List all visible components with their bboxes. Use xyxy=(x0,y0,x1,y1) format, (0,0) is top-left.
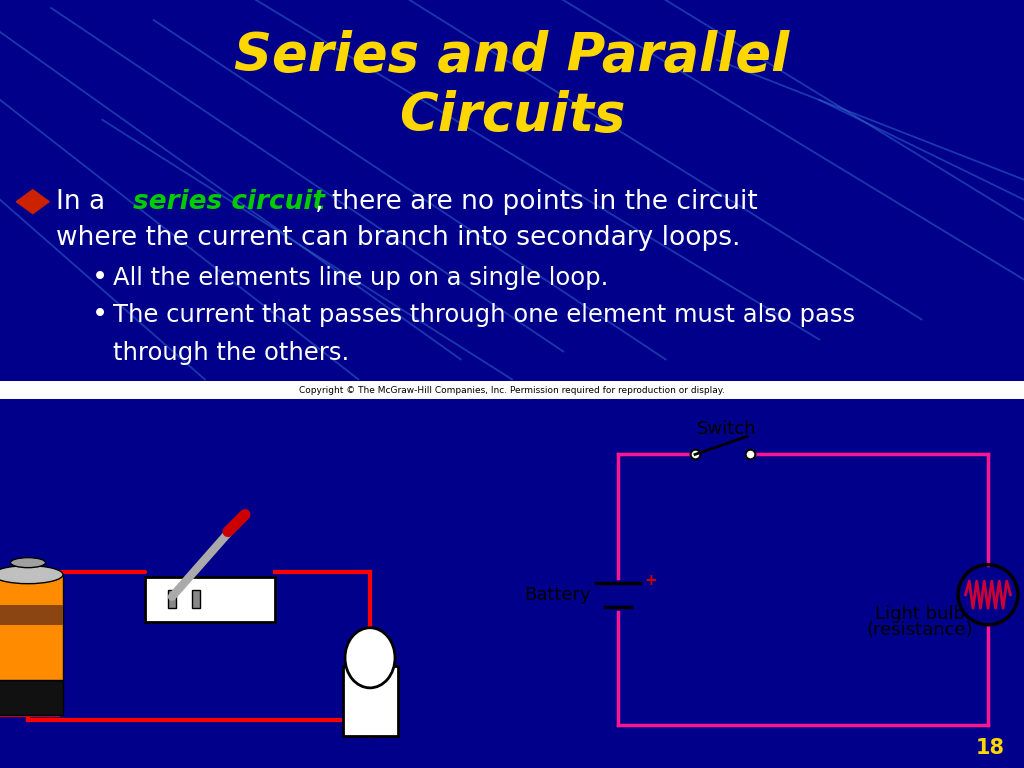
Text: •: • xyxy=(92,264,109,290)
Text: All the elements line up on a single loop.: All the elements line up on a single loo… xyxy=(113,266,608,290)
Text: The current that passes through one element must also pass: The current that passes through one elem… xyxy=(113,303,855,327)
Text: , there are no points in the circuit: , there are no points in the circuit xyxy=(315,189,758,215)
Text: Series and Parallel: Series and Parallel xyxy=(234,30,790,82)
Text: Switch: Switch xyxy=(697,420,757,439)
Text: Circuits: Circuits xyxy=(398,90,626,142)
Text: 18: 18 xyxy=(976,738,1005,758)
Text: Light bulb: Light bulb xyxy=(874,604,965,623)
Text: where the current can branch into secondary loops.: where the current can branch into second… xyxy=(56,224,740,250)
Bar xyxy=(193,590,200,607)
Bar xyxy=(145,577,275,622)
Text: +: + xyxy=(644,573,656,588)
Text: Battery: Battery xyxy=(524,586,591,604)
Text: •: • xyxy=(92,303,109,329)
Text: In a: In a xyxy=(56,189,114,215)
Ellipse shape xyxy=(10,558,45,568)
Ellipse shape xyxy=(345,627,395,688)
Bar xyxy=(343,666,398,736)
Bar xyxy=(168,590,176,607)
Bar xyxy=(0,382,1024,399)
Text: Copyright © The McGraw-Hill Companies, Inc. Permission required for reproduction: Copyright © The McGraw-Hill Companies, I… xyxy=(299,386,725,395)
Ellipse shape xyxy=(0,566,63,584)
Text: (resistance): (resistance) xyxy=(866,621,974,639)
Text: series circuit: series circuit xyxy=(133,189,326,215)
Polygon shape xyxy=(16,190,49,214)
Text: through the others.: through the others. xyxy=(113,342,349,366)
Bar xyxy=(0,574,63,680)
Bar xyxy=(0,604,63,624)
Bar xyxy=(0,680,63,715)
